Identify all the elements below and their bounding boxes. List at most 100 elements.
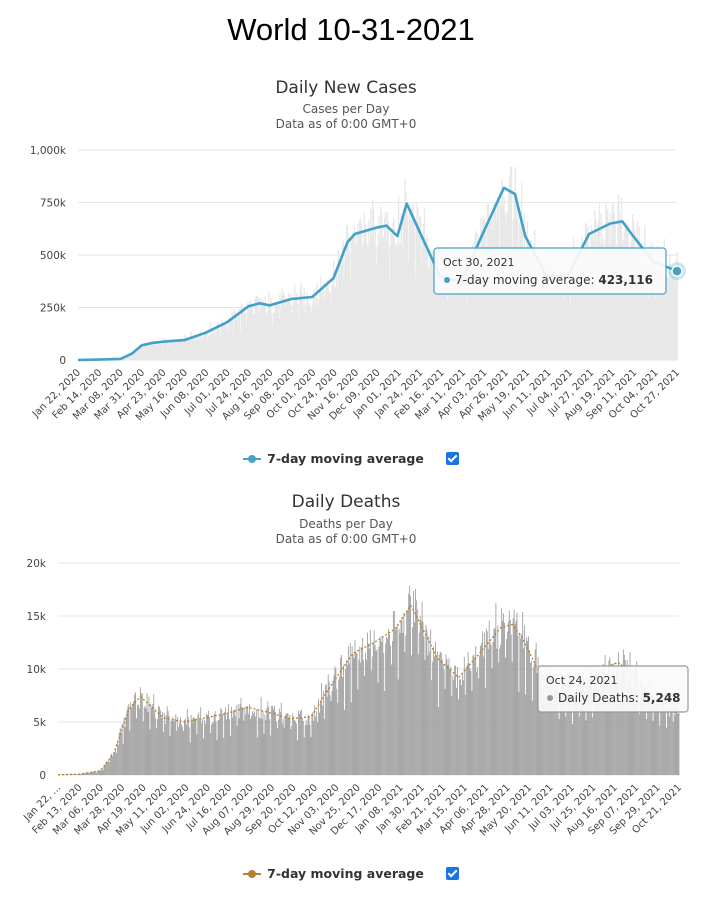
deaths-daily-bar [363,660,365,775]
cases-daily-bar [158,342,160,360]
deaths-daily-bar [577,680,579,775]
deaths-daily-bar [535,642,537,775]
deaths-daily-bar [185,724,187,775]
deaths-daily-bar [213,714,215,775]
cases-legend-item[interactable]: 7-day moving average [243,451,424,466]
cases-daily-bar [415,228,417,360]
deaths-daily-bar [478,678,480,775]
deaths-daily-bar [271,705,273,775]
deaths-daily-bar [360,662,362,775]
deaths-daily-bar [350,702,352,775]
cases-legend-checkbox[interactable] [445,452,459,465]
cases-daily-bar [622,239,625,360]
deaths-daily-bar [321,683,322,775]
cases-daily-bar [145,345,147,360]
cases-daily-bar [142,348,144,360]
cases-daily-bar [549,265,552,360]
deaths-daily-bar [178,727,180,775]
deaths-daily-bar [156,728,158,775]
cases-daily-bar [371,199,374,360]
deaths-chart-subtitle: Deaths per Day [299,517,393,531]
deaths-daily-bar [416,609,418,775]
deaths-daily-bar [157,719,159,775]
deaths-daily-bar [249,704,251,775]
cases-hover-point[interactable] [671,265,683,277]
cases-daily-bar [280,309,282,360]
cases-daily-bar [556,277,558,360]
deaths-daily-bar [99,770,101,775]
cases-daily-bar [631,233,633,360]
deaths-daily-bar [161,717,162,775]
deaths-daily-bar [574,696,575,775]
cases-daily-bar [243,310,245,360]
cases-daily-bar [214,329,216,360]
deaths-daily-bar [505,657,506,775]
deaths-daily-bar [364,676,366,775]
cases-daily-bar [244,314,246,360]
cases-daily-bar [156,341,158,360]
deaths-daily-bar [207,714,208,775]
cases-daily-bar [226,333,228,360]
deaths-legend-item[interactable]: 7-day moving average [243,866,424,881]
cases-daily-bar [140,345,142,360]
cases-daily-bar [670,279,673,360]
cases-daily-bar [662,270,664,360]
cases-daily-bar [246,302,249,360]
cases-daily-bar [401,250,403,360]
deaths-daily-bar [122,743,124,775]
cases-daily-bar [548,264,551,360]
cases-daily-bar [522,250,525,360]
deaths-daily-bar [256,737,258,775]
deaths-daily-bar [470,671,472,775]
cases-daily-bar [533,260,535,360]
deaths-daily-bar [142,721,144,775]
deaths-daily-bar [165,715,167,775]
deaths-tooltip-box [537,665,689,713]
deaths-daily-bar [109,762,111,775]
cases-daily-bar [351,235,353,360]
deaths-daily-bar [159,706,160,775]
cases-daily-bar [182,339,184,360]
cases-daily-bar [191,336,193,360]
deaths-daily-bar [674,715,676,775]
cases-daily-bar [225,322,227,360]
deaths-legend-checkbox[interactable] [445,867,459,880]
deaths-daily-bar [328,681,330,775]
deaths-daily-bar [459,679,460,775]
cases-daily-bar [157,341,159,360]
deaths-daily-bar [274,705,275,775]
deaths-daily-bar [453,679,455,775]
deaths-daily-bar [489,642,491,775]
cases-daily-bar [572,237,575,360]
deaths-daily-bar [190,714,192,775]
deaths-daily-bar [266,708,268,775]
deaths-daily-bar [118,732,120,775]
cases-daily-bar [139,344,141,360]
cases-daily-bar [570,255,573,360]
deaths-daily-bar [219,714,221,775]
deaths-daily-bar [517,635,519,775]
deaths-daily-bar [414,588,416,775]
deaths-daily-bar [665,696,666,775]
deaths-daily-bar [97,770,99,775]
cases-daily-bar [542,278,544,360]
deaths-daily-bar [276,728,278,775]
cases-daily-bar [444,270,446,360]
deaths-daily-bar [237,704,239,775]
deaths-daily-bar [567,680,569,775]
deaths-daily-bar [613,663,615,775]
cases-daily-bar [295,297,297,360]
deaths-daily-bar [309,724,311,775]
cases-daily-bar [289,294,291,360]
cases-daily-bar [378,216,380,360]
deaths-daily-bar [652,720,654,775]
cases-daily-bar [574,278,577,360]
deaths-daily-bar [498,662,500,775]
deaths-daily-bar [106,762,108,775]
cases-daily-bar [144,344,146,360]
deaths-daily-bar [481,643,482,775]
cases-daily-bar [274,301,277,360]
cases-daily-bar [284,308,287,360]
deaths-daily-bar [277,719,279,775]
